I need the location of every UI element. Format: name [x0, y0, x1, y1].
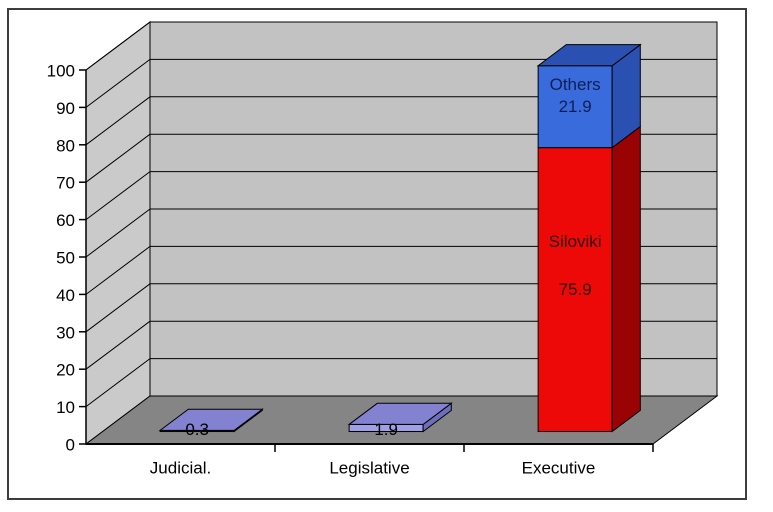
gridline-side [85, 245, 151, 295]
segment-value-label: 0.3 [185, 420, 209, 439]
segment-name-label: Siloviki [549, 232, 602, 251]
y-tick-label: 20 [56, 361, 75, 380]
chart-frame-border [7, 8, 747, 500]
category-label: Legislative [329, 459, 409, 478]
gridline-side [85, 283, 151, 333]
gridline-side [85, 171, 151, 221]
gridline-side [85, 320, 151, 370]
y-tick-label: 30 [56, 323, 75, 342]
y-tick-label: 0 [66, 436, 75, 455]
category-label: Executive [522, 459, 596, 478]
bar-segment-front [537, 65, 613, 149]
bar-segment-top [536, 44, 642, 67]
gridline-side [85, 59, 151, 108]
y-tick-label: 50 [56, 249, 75, 268]
y-tick-label: 40 [56, 286, 75, 305]
y-tick-label: 80 [56, 136, 75, 155]
bar-segment-top [347, 402, 453, 425]
bar-segment-front [537, 147, 613, 433]
gridline-side [85, 208, 151, 258]
gridline-side [85, 21, 151, 71]
bar-segment-top [158, 408, 264, 431]
y-tick-label: 90 [56, 99, 75, 118]
y-tick-label: 100 [47, 62, 75, 81]
bar-segment-side [611, 125, 641, 433]
segment-name-label: Others [550, 75, 601, 94]
gridline-side [85, 96, 151, 146]
y-tick-label: 10 [56, 398, 75, 417]
gridline-side [85, 358, 151, 408]
segment-value-label: 1.9 [374, 420, 398, 439]
segment-value-label: 75.9 [559, 280, 592, 299]
category-label: Judicial. [150, 459, 211, 478]
y-tick-label: 70 [56, 174, 75, 193]
y-tick-label: 60 [56, 211, 75, 230]
gridline-side [85, 133, 151, 183]
segment-value-label: 21.9 [559, 97, 592, 116]
